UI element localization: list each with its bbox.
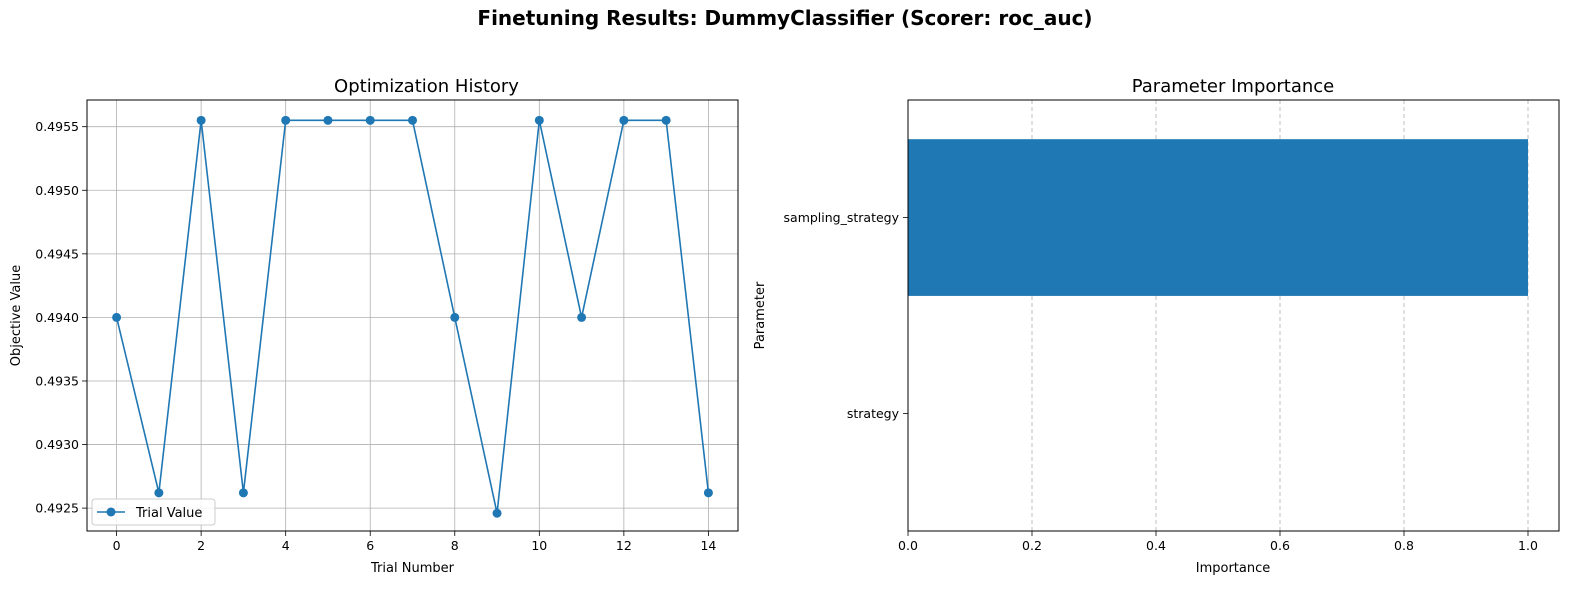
importance-x-axis-label: Importance (1196, 561, 1271, 576)
history-y-tick-label: 0.4935 (35, 373, 79, 388)
history-point-trial-1 (154, 488, 164, 498)
history-series-line (115, 119, 710, 515)
history-legend: Trial Value (91, 498, 216, 526)
history-point-trial-4 (281, 115, 291, 125)
history-y-tick-label: 0.4925 (35, 501, 79, 516)
history-y-tick-label: 0.4945 (35, 246, 79, 261)
history-series (112, 115, 713, 518)
history-point-trial-2 (196, 115, 206, 125)
history-point-trial-11 (577, 312, 587, 322)
history-point-trial-5 (323, 115, 333, 125)
importance-y-tick-label: sampling_strategy (784, 210, 900, 225)
history-y-tick-label: 0.4930 (35, 437, 79, 452)
importance-bars (908, 139, 1528, 296)
history-x-tick-label: 0 (113, 538, 121, 553)
history-point-trial-0 (112, 312, 122, 322)
history-x-tick-label: 2 (197, 538, 205, 553)
importance-x-tick-label: 0.0 (898, 538, 918, 553)
importance-y-axis-ticks: sampling_strategy strategy (784, 210, 908, 421)
importance-plot-frame (907, 99, 1560, 532)
history-chart-title: Optimization History (334, 76, 519, 97)
history-y-tick-label: 0.4950 (35, 183, 79, 198)
history-y-tick-label: 0.4940 (35, 310, 79, 325)
history-plot-frame (86, 99, 739, 532)
history-x-tick-label: 8 (451, 538, 459, 553)
importance-x-tick-label: 0.6 (1270, 538, 1290, 553)
history-point-trial-3 (238, 488, 248, 498)
history-x-tick-label: 10 (531, 538, 547, 553)
history-y-axis-ticks: 0.4925 0.4930 0.4935 0.4940 0.4945 0.4950 0.49… (35, 119, 87, 516)
legend-box (91, 498, 216, 526)
history-y-tick-label: 0.4955 (35, 119, 79, 134)
importance-x-tick-label: 0.8 (1394, 538, 1414, 553)
history-point-trial-7 (408, 115, 417, 125)
parameter-importance-chart: Parameter Importance 0.0 0.2 0.4 0.6 0.8 1.0 … (753, 76, 1560, 576)
legend-marker-swatch (106, 507, 116, 517)
history-y-axis-label: Objective Value (9, 265, 24, 366)
history-point-trial-13 (661, 115, 671, 125)
history-x-tick-label: 6 (366, 538, 374, 553)
importance-x-axis-ticks: 0.0 0.2 0.4 0.6 0.8 1.0 (898, 531, 1538, 553)
importance-x-tick-label: 0.2 (1022, 538, 1042, 553)
history-point-trial-6 (365, 115, 375, 125)
history-gridlines (87, 100, 738, 531)
importance-x-tick-label: 1.0 (1518, 538, 1538, 553)
history-x-axis-label: Trial Number (370, 561, 455, 576)
importance-x-tick-label: 0.4 (1146, 538, 1166, 553)
history-point-trial-8 (450, 312, 460, 322)
history-point-trial-12 (619, 115, 629, 125)
history-x-tick-label: 4 (282, 538, 290, 553)
history-x-tick-label: 12 (616, 538, 632, 553)
importance-bar-sampling-strategy (908, 139, 1528, 296)
optimization-history-chart: Optimization History 0 2 4 6 8 10 12 14 0.49250… (9, 76, 739, 576)
importance-y-axis-label: Parameter (753, 281, 768, 349)
history-point-trial-9 (492, 508, 502, 518)
history-point-trial-14 (703, 488, 713, 498)
figure-title: Finetuning Results: DummyClassifier (Sco… (477, 6, 1092, 30)
legend-label-trial-value: Trial Value (135, 506, 202, 521)
history-point-trial-10 (534, 115, 544, 125)
history-x-axis-ticks: 0 2 4 6 8 10 12 14 (113, 531, 716, 553)
importance-y-tick-label: strategy (847, 406, 900, 421)
history-x-tick-label: 14 (700, 538, 716, 553)
importance-chart-title: Parameter Importance (1132, 76, 1335, 97)
